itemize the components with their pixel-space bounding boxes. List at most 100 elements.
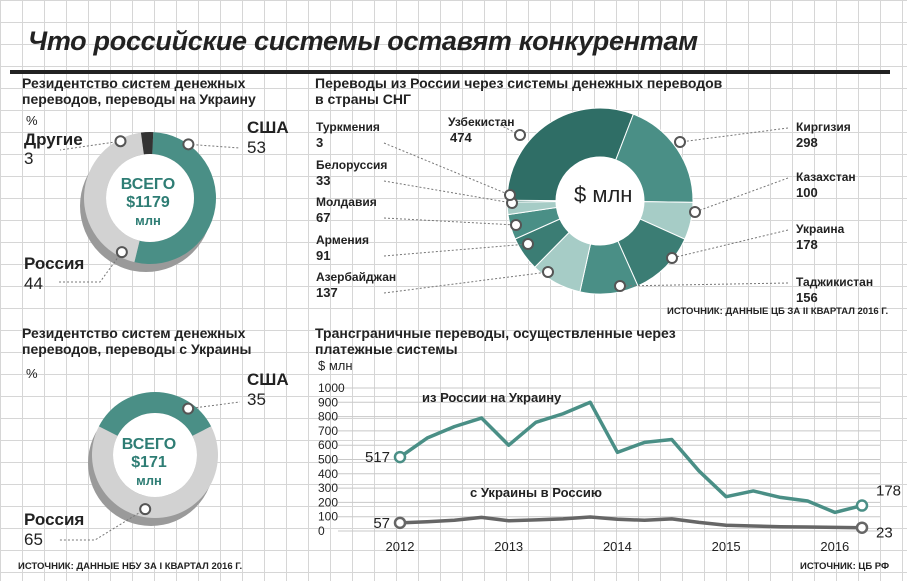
donut3-marker-usa xyxy=(182,402,195,415)
cis-leader-6 xyxy=(383,243,529,257)
cis-label-name-4: Таджикистан xyxy=(796,275,874,289)
cis-label-name-1: Киргизия xyxy=(796,120,851,134)
cis-label-name-8: Белоруссия xyxy=(316,158,388,172)
donut1-marker-other xyxy=(114,135,127,148)
y-tick-label: 700 xyxy=(318,424,338,438)
cis-label-value-5: 137 xyxy=(316,285,338,300)
cis-label-name-6: Армения xyxy=(316,233,370,247)
cis-leader-4 xyxy=(619,282,789,287)
donut1-value-russia: 44 xyxy=(24,274,43,293)
donut3-slice-1 xyxy=(92,426,218,518)
cis-label-name-3: Украина xyxy=(796,222,845,236)
source-right: ИСТОЧНИК: ЦБ РФ xyxy=(800,561,890,572)
cis-label-value-7: 67 xyxy=(316,210,331,225)
source-cis: ИСТОЧНИК: ДАННЫЕ ЦБ ЗА II КВАРТАЛ 2016 Г… xyxy=(667,306,889,317)
line-series-1 xyxy=(399,515,863,530)
cis-hole xyxy=(556,157,644,245)
page-title: Что российские системы оставят конкурент… xyxy=(28,26,698,56)
cis-label-value-6: 91 xyxy=(316,248,331,263)
cis-marker-7 xyxy=(510,219,522,231)
cis-label-name-2: Казахстан xyxy=(796,170,856,184)
cis-leader-3 xyxy=(671,229,789,259)
cis-label-value-4: 156 xyxy=(796,290,818,305)
donut2-center: $ млн xyxy=(574,182,633,207)
cis-marker-4 xyxy=(614,280,626,292)
y-tick-label: 800 xyxy=(318,410,338,424)
donut3-center: ВСЕГО $171 млн xyxy=(116,436,182,490)
x-tick-label: 2016 xyxy=(820,539,849,554)
series-1-first-label: 57 xyxy=(373,515,390,532)
donut1-leader-usa xyxy=(188,143,241,149)
cis-marker-2 xyxy=(689,206,701,218)
cis-label-name-9: Туркмения xyxy=(316,120,380,134)
donut1-label-usa: США xyxy=(247,118,289,137)
cis-leader-8 xyxy=(383,180,513,204)
cis-label-value-2: 100 xyxy=(796,185,818,200)
cis-leader-9 xyxy=(383,142,511,196)
chart3-unit: % xyxy=(26,366,38,381)
chart2-title: Переводы из России через системы денежны… xyxy=(315,75,723,107)
y-tick-label: 400 xyxy=(318,467,338,481)
cis-label-value-1: 298 xyxy=(796,135,818,150)
x-tick-label: 2014 xyxy=(603,539,632,554)
chart3-title: Резидентство систем денежных переводов, п… xyxy=(22,325,252,357)
donut1-center: ВСЕГО $1179 млн xyxy=(108,176,188,230)
series-0-first-label: 517 xyxy=(365,449,390,466)
cis-marker-3 xyxy=(666,252,678,264)
donut1-center-line1: ВСЕГО xyxy=(120,176,176,193)
y-tick-label: 900 xyxy=(318,395,338,409)
series-1-first-point xyxy=(393,516,407,530)
donut1-hole xyxy=(106,154,194,242)
donut1-slice-0 xyxy=(134,132,216,264)
series-1-name: с Украины в Россию xyxy=(470,485,602,500)
y-tick-label: 200 xyxy=(318,495,338,509)
donut3-value-russia: 65 xyxy=(24,530,43,549)
cis-label-name-5: Азербайджан xyxy=(316,270,397,284)
donut1-center-line2: $1179 xyxy=(126,194,170,211)
donut1-leader-russia xyxy=(58,251,123,283)
donut1-slice-2 xyxy=(140,132,154,155)
cis-marker-0 xyxy=(514,129,526,141)
series-1-last-label: 23 xyxy=(876,525,893,542)
donut3-slice-0 xyxy=(98,392,212,436)
y-tick-label: 300 xyxy=(318,481,338,495)
donut3-leader-usa xyxy=(188,401,241,410)
series-0-first-point xyxy=(393,450,407,464)
chart1-title: Резидентство систем денежных переводов, п… xyxy=(22,75,256,107)
series-0-last-label: 178 xyxy=(876,483,901,500)
donut3-center-line2: $171 xyxy=(131,454,167,471)
cis-leader-7 xyxy=(383,217,517,226)
cis-label-value-3: 178 xyxy=(796,237,818,252)
donut3-hole xyxy=(113,413,197,497)
donut1-marker-russia xyxy=(115,246,128,259)
donut3-label-usa: США xyxy=(247,370,289,389)
x-tick-label: 2012 xyxy=(386,539,415,554)
donut1-slice-1 xyxy=(83,132,144,263)
x-tick-label: 2015 xyxy=(712,539,741,554)
cis-leader-1 xyxy=(679,127,789,143)
title-divider xyxy=(10,70,890,74)
line-series-0 xyxy=(398,400,863,515)
donut1-label-russia: Россия xyxy=(24,254,85,273)
donut3-marker-russia xyxy=(139,503,152,516)
y-tick-label: 1000 xyxy=(318,381,345,395)
donut1-value-usa: 53 xyxy=(247,138,266,157)
donut1-label-other: Другие xyxy=(24,130,83,149)
y-tick-label: 100 xyxy=(318,510,338,524)
cis-leader-5 xyxy=(383,271,549,294)
cis-label-value-8: 33 xyxy=(316,173,331,188)
chart4-title: Трансграничные переводы, осуществленные … xyxy=(315,325,676,357)
cis-marker-9 xyxy=(504,189,516,201)
donut3-center-line3: млн xyxy=(136,473,162,488)
cis-label-name-0: Узбекистан xyxy=(448,115,515,129)
chart1-unit: % xyxy=(26,113,38,128)
cis-label-name-7: Молдавия xyxy=(316,195,377,209)
cis-marker-5 xyxy=(542,266,554,278)
source-left: ИСТОЧНИК: ДАННЫЕ НБУ ЗА I КВАРТАЛ 2016 Г… xyxy=(18,561,243,572)
cis-marker-1 xyxy=(674,136,686,148)
cis-label-value-0: 474 xyxy=(450,130,472,145)
donut3-center-line1: ВСЕГО xyxy=(121,436,177,453)
donut1-marker-usa xyxy=(182,138,195,151)
y-tick-label: 500 xyxy=(318,453,338,467)
